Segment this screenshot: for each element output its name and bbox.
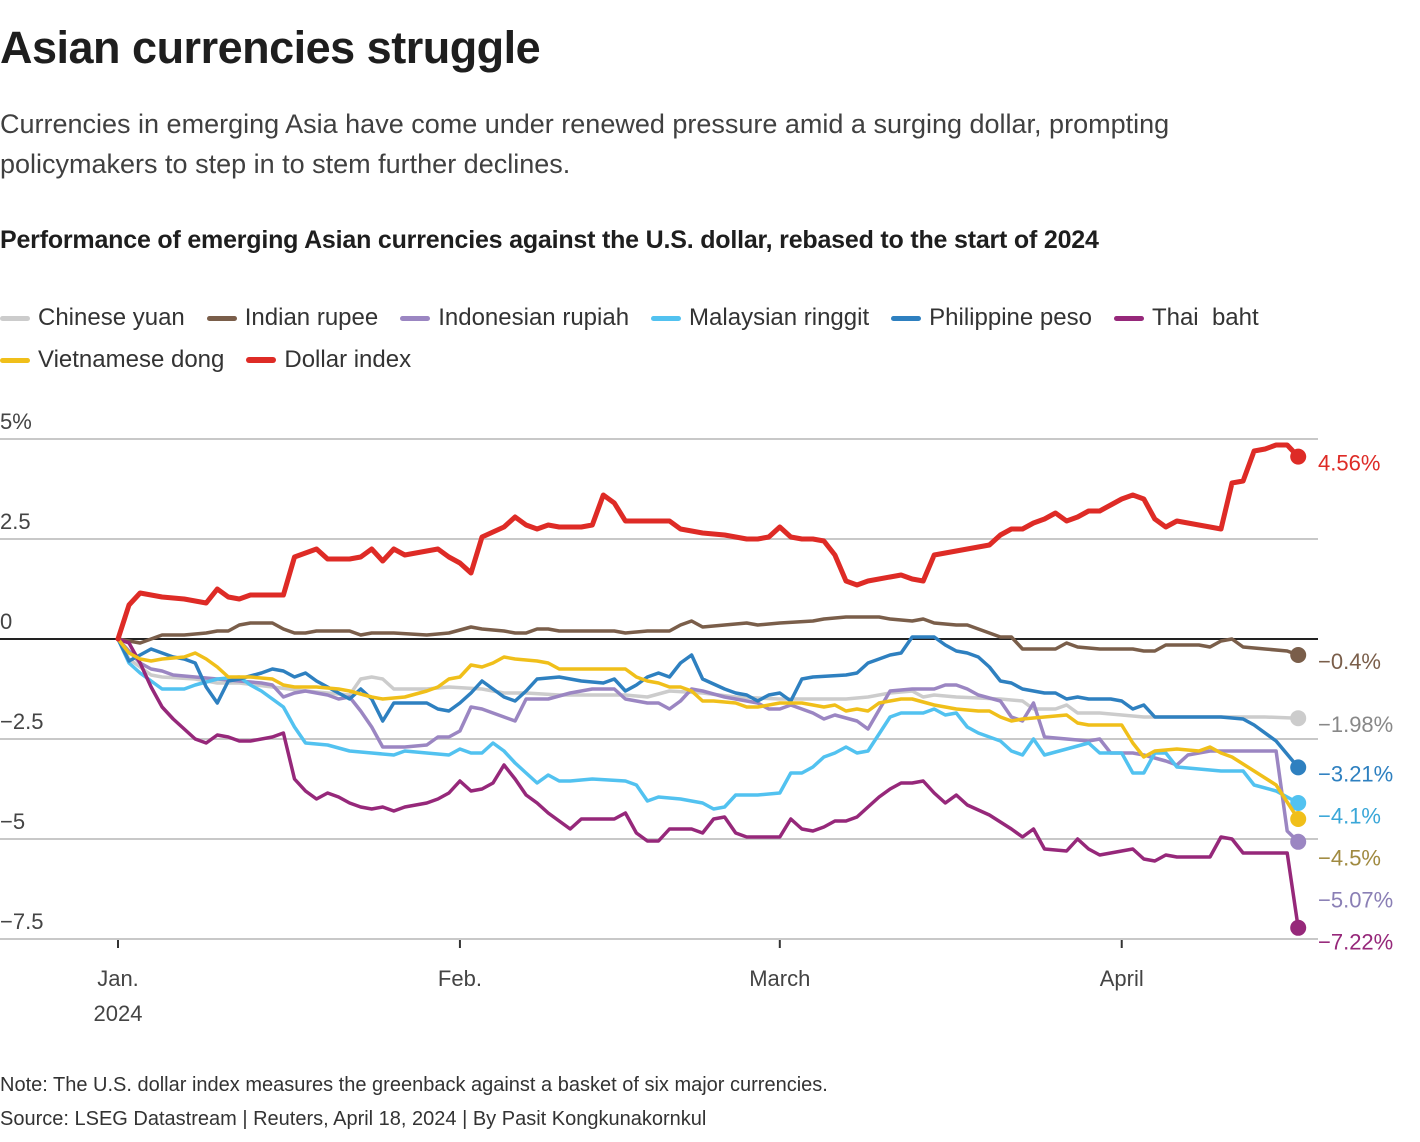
end-label-vietnamese-dong: −4.5%: [1318, 845, 1381, 870]
series-line-vietnamese-dong: [116, 637, 1300, 821]
legend-swatch: [206, 315, 237, 321]
series-line-thai-baht: [116, 637, 1300, 930]
end-label-chinese-yuan: −1.98%: [1318, 712, 1393, 737]
end-label-dollar-index: 4.56%: [1318, 451, 1380, 476]
series-line-philippine-peso: [116, 635, 1300, 770]
legend-label: Indonesian rupiah: [438, 304, 630, 331]
legend-label: Philippine peso: [929, 304, 1092, 331]
y-tick-label: −2.5: [0, 709, 43, 734]
end-label-thai-baht: −7.22%: [1318, 929, 1393, 954]
end-label-indonesian-rupiah: −5.07%: [1318, 887, 1393, 912]
x-tick-label: Jan.: [97, 966, 139, 991]
legend-item-dollar-index: Dollar index: [246, 342, 411, 378]
legend-swatch: [246, 357, 277, 363]
y-axis-ticks: 5% 2.5 0 −2.5 −5 −7.5: [0, 409, 43, 934]
end-dot-philippine-peso: [1290, 759, 1307, 776]
chart-legend: Chinese yuan Indian rupee Indonesian rup…: [0, 300, 1330, 378]
y-tick-label: −7.5: [0, 909, 43, 934]
series-line-chinese-yuan: [116, 637, 1300, 720]
y-tick-label: −5: [0, 809, 25, 834]
end-dot-thai-baht: [1290, 919, 1307, 936]
series-lines: [115, 442, 1307, 936]
series-line-indian-rupee: [116, 615, 1300, 657]
y-tick-label: 0: [0, 609, 12, 634]
x-tick-label: Feb.: [438, 966, 482, 991]
end-dot-indonesian-rupiah: [1290, 833, 1307, 850]
end-dot-dollar-index: [1290, 448, 1307, 465]
legend-item-malaysian-ringgit: Malaysian ringgit: [651, 300, 869, 336]
legend-label: Malaysian ringgit: [689, 304, 870, 331]
end-dot-malaysian-ringgit: [1290, 795, 1307, 811]
legend-item-indonesian-rupiah: Indonesian rupiah: [400, 300, 629, 336]
y-tick-label: 5%: [0, 409, 32, 434]
series-line-indonesian-rupiah: [116, 637, 1300, 844]
legend-item-thai-baht: Thai baht: [1113, 300, 1259, 336]
legend-item-philippine-peso: Philippine peso: [891, 300, 1092, 336]
end-label-indian-rupee: −0.4%: [1318, 649, 1381, 674]
legend-label: Chinese yuan: [38, 304, 185, 331]
legend-swatch: [1113, 315, 1144, 321]
legend-swatch: [400, 315, 431, 321]
x-axis-ticks: Jan. 2024 Feb. March April: [94, 940, 1144, 1026]
x-tick-label: March: [749, 966, 810, 991]
series-line-malaysian-ringgit: [116, 637, 1300, 811]
legend-item-chinese-yuan: Chinese yuan: [0, 300, 185, 336]
legend-label: Indian rupee: [244, 304, 379, 331]
chart-title: Performance of emerging Asian currencies…: [0, 226, 1099, 254]
gridlines: [0, 438, 1318, 940]
chart-source: Source: LSEG Datastream | Reuters, April…: [0, 1108, 707, 1130]
y-tick-label: 2.5: [0, 509, 31, 534]
end-label-philippine-peso: −3.21%: [1318, 761, 1393, 786]
legend-item-vietnamese-dong: Vietnamese dong: [0, 342, 224, 378]
end-labels: 4.56% −0.4% −1.98% −3.21% −4.1% −4.5% −5.07% −7…: [1318, 451, 1393, 955]
legend-label: Thai baht: [1151, 304, 1259, 331]
x-tick-sublabel: 2024: [94, 1001, 143, 1026]
end-dot-vietnamese-dong: [1290, 811, 1307, 827]
legend-swatch: [651, 315, 682, 321]
legend-label: Dollar index: [284, 346, 412, 373]
series-line-dollar-index: [115, 442, 1301, 642]
legend-item-indian-rupee: Indian rupee: [206, 300, 379, 336]
chart-note: Note: The U.S. dollar index measures the…: [0, 1074, 828, 1096]
legend-swatch: [891, 315, 922, 321]
end-label-malaysian-ringgit: −4.1%: [1318, 803, 1381, 828]
legend-swatch: [0, 315, 30, 321]
end-dot-indian-rupee: [1290, 647, 1307, 663]
legend-swatch: [0, 357, 30, 363]
page-subtitle: Currencies in emerging Asia have come un…: [0, 109, 1170, 179]
legend-label: Vietnamese dong: [38, 346, 225, 373]
x-tick-label: April: [1100, 966, 1144, 991]
page-title: Asian currencies struggle: [0, 22, 541, 73]
end-dot-chinese-yuan: [1290, 710, 1307, 727]
